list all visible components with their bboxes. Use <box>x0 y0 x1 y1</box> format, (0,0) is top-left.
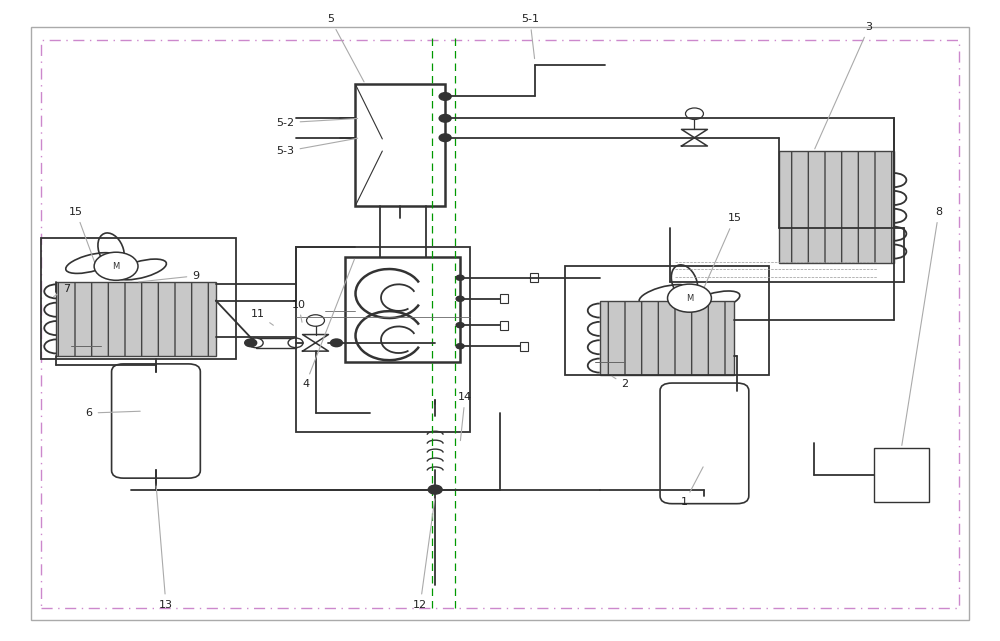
Circle shape <box>428 485 442 494</box>
Text: M: M <box>686 294 693 303</box>
Text: 10: 10 <box>292 299 306 322</box>
Text: 12: 12 <box>413 499 435 610</box>
Bar <box>500 320 508 329</box>
FancyBboxPatch shape <box>112 364 200 478</box>
Text: 15: 15 <box>701 213 741 296</box>
Text: 5: 5 <box>327 14 364 82</box>
Circle shape <box>288 338 303 347</box>
Text: 7: 7 <box>54 283 70 297</box>
Bar <box>355 85 445 206</box>
Text: 2: 2 <box>612 376 628 389</box>
Bar <box>600 301 734 375</box>
Circle shape <box>668 284 711 312</box>
Text: 5-1: 5-1 <box>521 14 539 58</box>
Circle shape <box>685 108 703 119</box>
Bar <box>41 238 236 359</box>
Text: 8: 8 <box>902 207 942 445</box>
Text: 9: 9 <box>139 271 199 282</box>
Bar <box>41 40 959 608</box>
Circle shape <box>94 252 138 280</box>
Text: M: M <box>112 262 120 271</box>
Bar <box>345 256 460 362</box>
Text: 15: 15 <box>69 207 95 263</box>
Bar <box>530 273 538 282</box>
Text: 11: 11 <box>251 309 273 325</box>
Bar <box>520 342 528 351</box>
FancyBboxPatch shape <box>660 383 749 504</box>
Circle shape <box>439 134 451 142</box>
Bar <box>874 448 929 503</box>
Text: 4: 4 <box>302 259 354 389</box>
Circle shape <box>245 339 257 347</box>
Bar <box>500 294 508 303</box>
Bar <box>779 151 894 263</box>
Bar <box>56 282 216 356</box>
Text: 3: 3 <box>815 22 872 149</box>
Text: 5-3: 5-3 <box>277 138 358 156</box>
Text: 5-2: 5-2 <box>277 118 358 128</box>
Text: 14: 14 <box>458 392 472 440</box>
Circle shape <box>248 338 263 347</box>
Circle shape <box>439 115 451 122</box>
Bar <box>565 266 769 375</box>
Bar <box>296 247 470 432</box>
Circle shape <box>456 296 464 301</box>
Text: 13: 13 <box>156 486 173 610</box>
Text: 6: 6 <box>86 408 140 418</box>
Circle shape <box>307 315 324 326</box>
Circle shape <box>456 344 464 349</box>
Text: 1: 1 <box>681 467 703 508</box>
Circle shape <box>456 275 464 280</box>
Bar <box>256 338 296 347</box>
Circle shape <box>439 93 451 100</box>
Circle shape <box>456 322 464 328</box>
Circle shape <box>330 339 342 347</box>
